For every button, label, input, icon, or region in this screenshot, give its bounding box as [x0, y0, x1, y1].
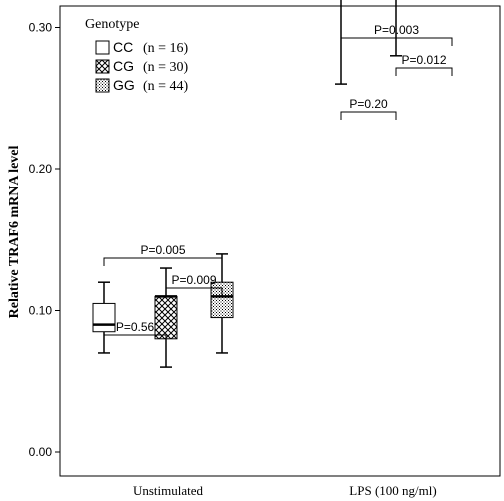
legend-count-cc: (n = 16) [143, 41, 189, 56]
legend-code-cc: CC [113, 39, 133, 55]
bracket-line [165, 287, 223, 296]
comparison-bracket: P=0.009 [165, 273, 223, 296]
legend-count-gg: (n = 44) [143, 79, 189, 94]
box-cc [335, 0, 347, 85]
x-label-unstimulated: Unstimulated [133, 483, 204, 498]
box-gg [210, 253, 234, 354]
legend-code-cg: CG [113, 58, 134, 74]
comparison-bracket: P=0.56 [103, 320, 167, 343]
y-tick-label: 0.00 [29, 445, 53, 459]
legend-count-cg: (n = 30) [143, 60, 189, 75]
boxes [92, 0, 402, 368]
y-axis-label: Relative TRAF6 mRNA level [7, 146, 22, 319]
legend-swatch-cg [95, 59, 110, 74]
box-cc [92, 281, 116, 354]
comparison-bracket: P=0.012 [395, 53, 453, 76]
box-cg [390, 0, 402, 57]
comparison-bracket: P=0.003 [340, 23, 453, 46]
box-body [154, 295, 178, 340]
p-value-label: P=0.005 [140, 243, 185, 257]
comparison-bracket: P=0.20 [340, 97, 397, 120]
y-axis: 0.000.100.200.300.400.500.60 [29, 21, 60, 459]
y-tick-label: 0.20 [29, 162, 53, 176]
p-value-label: P=0.003 [374, 23, 419, 37]
comparison-bracket: P=0.005 [103, 243, 223, 266]
x-label-lps: LPS (100 ng/ml) [349, 483, 436, 498]
legend: Genotype CC (n = 16) CG (n = 30) GG (n =… [85, 17, 189, 94]
y-tick-label: 0.10 [29, 304, 53, 318]
bracket-line [103, 334, 167, 343]
legend-title: Genotype [85, 17, 139, 32]
bracket-line [395, 67, 453, 76]
bracket-line [340, 37, 453, 46]
box-body [210, 281, 234, 319]
p-value-label: P=0.012 [401, 53, 446, 67]
significance-brackets: P=0.56 P=0.009 P=0.005 P=0.20 P=0.012 P=0.003 [103, 23, 453, 343]
p-value-label: P=0.009 [171, 273, 216, 287]
legend-swatch-cc [95, 40, 110, 55]
bracket-line [103, 257, 223, 266]
box-body [92, 302, 116, 333]
p-value-label: P=0.20 [349, 97, 388, 111]
legend-code-gg: GG [113, 77, 135, 93]
y-tick-label: 0.30 [29, 21, 53, 35]
bracket-line [340, 111, 397, 120]
plot-frame [59, 5, 501, 477]
legend-swatch-gg [95, 78, 110, 93]
p-value-label: P=0.56 [116, 320, 155, 334]
